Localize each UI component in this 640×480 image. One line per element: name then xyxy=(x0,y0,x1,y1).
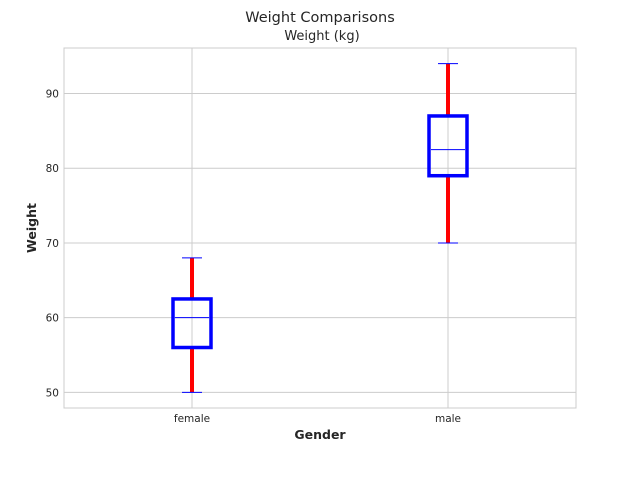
y-tick-label: 60 xyxy=(46,313,59,325)
y-tick-label: 90 xyxy=(46,89,59,101)
x-tick-labels: female male xyxy=(174,413,461,425)
chart-title: Weight Comparisons xyxy=(245,10,395,26)
iqr-box xyxy=(171,297,213,350)
box-plot-female xyxy=(171,257,213,393)
x-axis-label: Gender xyxy=(294,427,346,442)
grid xyxy=(64,48,576,408)
y-tick-label: 50 xyxy=(46,387,59,399)
y-tick-label: 80 xyxy=(46,163,59,175)
plot-frame xyxy=(63,47,577,409)
y-axis-label: Weight xyxy=(24,203,39,253)
y-tick-label: 70 xyxy=(46,238,59,250)
x-tick-label: male xyxy=(435,413,461,425)
x-tick-label: female xyxy=(174,413,210,425)
y-tick-labels: 50 60 70 80 90 xyxy=(46,89,59,400)
box-plot-male xyxy=(427,63,469,244)
box-series xyxy=(171,63,469,393)
iqr-box xyxy=(427,114,469,178)
chart-subtitle: Weight (kg) xyxy=(284,29,359,44)
